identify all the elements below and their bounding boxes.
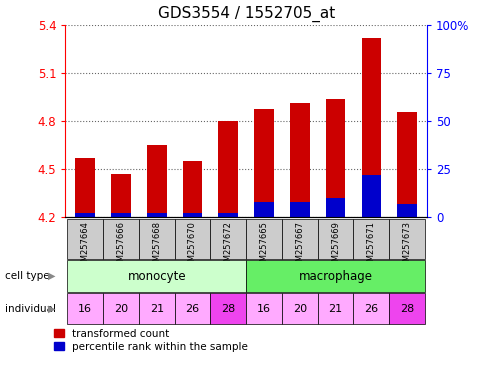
Text: cell type: cell type: [5, 271, 49, 281]
Text: 21: 21: [328, 304, 342, 314]
Bar: [138, 219, 174, 259]
Bar: [67, 219, 103, 259]
Bar: [103, 219, 138, 259]
Bar: [245, 293, 281, 324]
Bar: [75, 158, 95, 217]
Text: GSM257666: GSM257666: [116, 221, 125, 272]
Bar: [254, 109, 273, 217]
Text: GSM257665: GSM257665: [259, 221, 268, 272]
Bar: [218, 121, 238, 217]
Bar: [67, 260, 245, 292]
Text: 26: 26: [363, 304, 378, 314]
Text: 20: 20: [292, 304, 306, 314]
Text: ▶: ▶: [47, 304, 55, 314]
Title: GDS3554 / 1552705_at: GDS3554 / 1552705_at: [157, 6, 334, 22]
Text: GSM257673: GSM257673: [402, 221, 411, 272]
Bar: [103, 293, 138, 324]
Text: monocyte: monocyte: [127, 270, 186, 283]
Bar: [289, 103, 309, 217]
Text: individual: individual: [5, 304, 56, 314]
Bar: [281, 219, 317, 259]
Text: ▶: ▶: [47, 271, 55, 281]
Text: 20: 20: [114, 304, 128, 314]
Bar: [281, 293, 317, 324]
Bar: [174, 293, 210, 324]
Bar: [245, 260, 424, 292]
Bar: [75, 213, 95, 217]
Bar: [111, 213, 131, 217]
Bar: [317, 293, 353, 324]
Text: GSM257664: GSM257664: [80, 221, 90, 272]
Text: 28: 28: [399, 304, 413, 314]
Text: GSM257667: GSM257667: [295, 221, 303, 272]
Bar: [138, 293, 174, 324]
Bar: [396, 204, 416, 217]
Text: GSM257672: GSM257672: [223, 221, 232, 272]
Bar: [289, 202, 309, 217]
Bar: [147, 145, 166, 217]
Bar: [389, 293, 424, 324]
Text: 16: 16: [78, 304, 92, 314]
Bar: [325, 99, 345, 217]
Text: GSM257668: GSM257668: [152, 221, 161, 272]
Legend: transformed count, percentile rank within the sample: transformed count, percentile rank withi…: [54, 329, 248, 352]
Bar: [182, 161, 202, 217]
Bar: [325, 198, 345, 217]
Text: GSM257670: GSM257670: [188, 221, 197, 272]
Bar: [254, 202, 273, 217]
Bar: [396, 112, 416, 217]
Bar: [67, 293, 103, 324]
Text: 21: 21: [150, 304, 164, 314]
Bar: [389, 219, 424, 259]
Bar: [317, 219, 353, 259]
Text: 16: 16: [257, 304, 271, 314]
Bar: [245, 219, 281, 259]
Text: GSM257669: GSM257669: [331, 221, 339, 272]
Bar: [361, 175, 380, 217]
Bar: [353, 219, 389, 259]
Bar: [210, 219, 245, 259]
Bar: [147, 213, 166, 217]
Text: 26: 26: [185, 304, 199, 314]
Bar: [111, 174, 131, 217]
Bar: [353, 293, 389, 324]
Bar: [210, 293, 245, 324]
Bar: [361, 38, 380, 217]
Bar: [182, 213, 202, 217]
Bar: [218, 213, 238, 217]
Bar: [174, 219, 210, 259]
Text: macrophage: macrophage: [298, 270, 372, 283]
Text: GSM257671: GSM257671: [366, 221, 375, 272]
Text: 28: 28: [221, 304, 235, 314]
